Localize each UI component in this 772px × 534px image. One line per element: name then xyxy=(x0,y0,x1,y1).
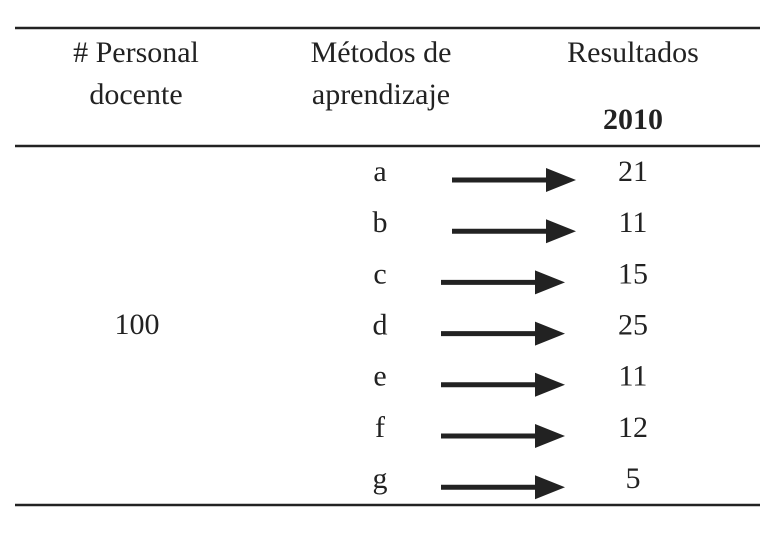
header-results: Resultados xyxy=(567,36,699,69)
method: e xyxy=(373,360,386,393)
header-personal: # Personal xyxy=(73,36,199,69)
arrow-head xyxy=(546,168,576,192)
method: a xyxy=(373,155,386,188)
arrow-head xyxy=(535,372,565,397)
header-methods: Métodos de xyxy=(311,36,452,69)
arrow-head xyxy=(535,424,565,448)
result: 11 xyxy=(619,206,648,239)
method: b xyxy=(373,206,388,239)
result: 11 xyxy=(619,360,648,393)
result: 15 xyxy=(618,257,648,290)
method: d xyxy=(373,308,388,341)
personal-count: 100 xyxy=(115,308,160,341)
header-year: 2010 xyxy=(603,103,663,136)
arrow-head xyxy=(535,475,565,500)
result: 25 xyxy=(618,308,648,341)
header-personal: docente xyxy=(89,78,182,111)
arrow-head xyxy=(535,321,565,346)
method: g xyxy=(373,462,388,495)
method: f xyxy=(375,411,385,444)
result: 12 xyxy=(618,411,648,444)
result: 21 xyxy=(618,155,648,188)
header-methods: aprendizaje xyxy=(312,78,450,111)
result: 5 xyxy=(626,462,641,495)
method: c xyxy=(373,257,386,290)
arrow-head xyxy=(546,219,576,244)
arrow-head xyxy=(535,270,565,295)
